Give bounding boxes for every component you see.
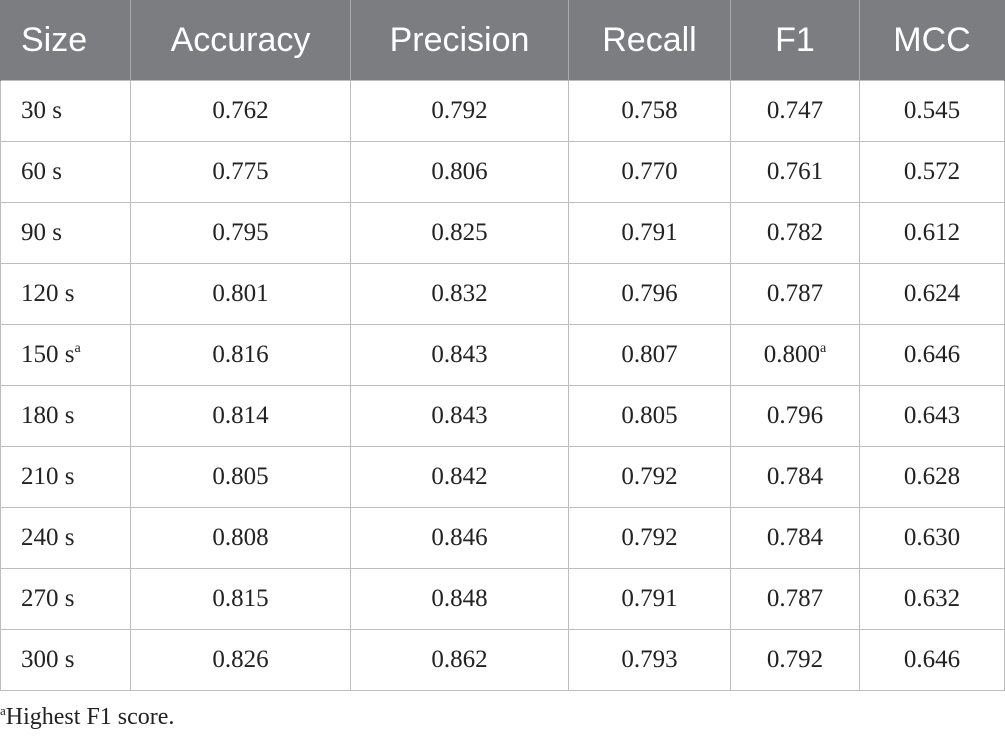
cell-mcc: 0.632 bbox=[859, 568, 1005, 630]
cell-precision: 0.846 bbox=[350, 507, 569, 569]
cell-f1: 0.787 bbox=[730, 263, 860, 325]
cell-f1: 0.747 bbox=[730, 80, 860, 142]
table-body: 30 s 0.762 0.792 0.758 0.747 0.545 60 s … bbox=[0, 80, 1005, 691]
cell-size: 180 s bbox=[0, 385, 131, 447]
cell-recall: 0.796 bbox=[568, 263, 731, 325]
cell-mcc: 0.545 bbox=[859, 80, 1005, 142]
cell-size: 90 s bbox=[0, 202, 131, 264]
cell-size: 270 s bbox=[0, 568, 131, 630]
footnote-mark: a bbox=[0, 703, 6, 718]
cell-accuracy: 0.795 bbox=[130, 202, 351, 264]
cell-accuracy: 0.805 bbox=[130, 446, 351, 508]
cell-size: 30 s bbox=[0, 80, 131, 142]
cell-precision: 0.842 bbox=[350, 446, 569, 508]
cell-accuracy: 0.815 bbox=[130, 568, 351, 630]
cell-precision: 0.792 bbox=[350, 80, 569, 142]
cell-mcc: 0.643 bbox=[859, 385, 1005, 447]
header-accuracy: Accuracy bbox=[130, 0, 351, 81]
cell-size: 60 s bbox=[0, 141, 131, 203]
cell-f1: 0.784 bbox=[730, 446, 860, 508]
header-precision: Precision bbox=[350, 0, 569, 81]
cell-recall: 0.792 bbox=[568, 507, 731, 569]
cell-precision: 0.848 bbox=[350, 568, 569, 630]
cell-mcc: 0.572 bbox=[859, 141, 1005, 203]
cell-recall: 0.791 bbox=[568, 568, 731, 630]
cell-precision: 0.862 bbox=[350, 629, 569, 691]
table-row: 210 s 0.805 0.842 0.792 0.784 0.628 bbox=[0, 446, 1005, 508]
cell-precision: 0.843 bbox=[350, 324, 569, 386]
cell-size: 210 s bbox=[0, 446, 131, 508]
table-row: 90 s 0.795 0.825 0.791 0.782 0.612 bbox=[0, 202, 1005, 264]
cell-recall: 0.807 bbox=[568, 324, 731, 386]
table-row: 240 s 0.808 0.846 0.792 0.784 0.630 bbox=[0, 507, 1005, 569]
cell-f1: 0.761 bbox=[730, 141, 860, 203]
cell-size: 120 s bbox=[0, 263, 131, 325]
cell-recall: 0.791 bbox=[568, 202, 731, 264]
table-row: 300 s 0.826 0.862 0.793 0.792 0.646 bbox=[0, 629, 1005, 691]
cell-recall: 0.793 bbox=[568, 629, 731, 691]
cell-precision: 0.806 bbox=[350, 141, 569, 203]
cell-accuracy: 0.816 bbox=[130, 324, 351, 386]
cell-f1: 0.782 bbox=[730, 202, 860, 264]
cell-recall: 0.805 bbox=[568, 385, 731, 447]
cell-recall: 0.758 bbox=[568, 80, 731, 142]
cell-mcc: 0.646 bbox=[859, 324, 1005, 386]
cell-accuracy: 0.808 bbox=[130, 507, 351, 569]
cell-precision: 0.832 bbox=[350, 263, 569, 325]
cell-mcc: 0.630 bbox=[859, 507, 1005, 569]
cell-f1: 0.784 bbox=[730, 507, 860, 569]
cell-accuracy: 0.775 bbox=[130, 141, 351, 203]
cell-accuracy: 0.801 bbox=[130, 263, 351, 325]
cell-f1: 0.796 bbox=[730, 385, 860, 447]
cell-accuracy: 0.762 bbox=[130, 80, 351, 142]
results-table: Size Accuracy Precision Recall F1 MCC 30… bbox=[0, 0, 1005, 691]
cell-mcc: 0.628 bbox=[859, 446, 1005, 508]
header-f1: F1 bbox=[730, 0, 860, 81]
table-row: 120 s 0.801 0.832 0.796 0.787 0.624 bbox=[0, 263, 1005, 325]
header-recall: Recall bbox=[568, 0, 731, 81]
cell-accuracy: 0.814 bbox=[130, 385, 351, 447]
header-size: Size bbox=[0, 0, 131, 81]
results-table-container: Size Accuracy Precision Recall F1 MCC 30… bbox=[0, 0, 1005, 691]
table-row: 60 s 0.775 0.806 0.770 0.761 0.572 bbox=[0, 141, 1005, 203]
cell-accuracy: 0.826 bbox=[130, 629, 351, 691]
header-mcc: MCC bbox=[859, 0, 1005, 81]
cell-recall: 0.770 bbox=[568, 141, 731, 203]
cell-precision: 0.825 bbox=[350, 202, 569, 264]
cell-recall: 0.792 bbox=[568, 446, 731, 508]
cell-mcc: 0.612 bbox=[859, 202, 1005, 264]
table-header: Size Accuracy Precision Recall F1 MCC bbox=[0, 0, 1005, 81]
cell-size: 300 s bbox=[0, 629, 131, 691]
footnote-text: Highest F1 score. bbox=[5, 704, 175, 730]
table-row: 180 s 0.814 0.843 0.805 0.796 0.643 bbox=[0, 385, 1005, 447]
cell-precision: 0.843 bbox=[350, 385, 569, 447]
cell-size: 150 sa bbox=[0, 324, 131, 386]
cell-size: 240 s bbox=[0, 507, 131, 569]
cell-mcc: 0.646 bbox=[859, 629, 1005, 691]
cell-mcc: 0.624 bbox=[859, 263, 1005, 325]
table-footnote: aHighest F1 score. bbox=[0, 704, 174, 731]
cell-f1: 0.787 bbox=[730, 568, 860, 630]
table-row: 150 sa 0.816 0.843 0.807 0.800a 0.646 bbox=[0, 324, 1005, 386]
table-row: 30 s 0.762 0.792 0.758 0.747 0.545 bbox=[0, 80, 1005, 142]
cell-f1: 0.792 bbox=[730, 629, 860, 691]
cell-f1: 0.800a bbox=[730, 324, 860, 386]
header-row: Size Accuracy Precision Recall F1 MCC bbox=[0, 0, 1005, 81]
table-row: 270 s 0.815 0.848 0.791 0.787 0.632 bbox=[0, 568, 1005, 630]
